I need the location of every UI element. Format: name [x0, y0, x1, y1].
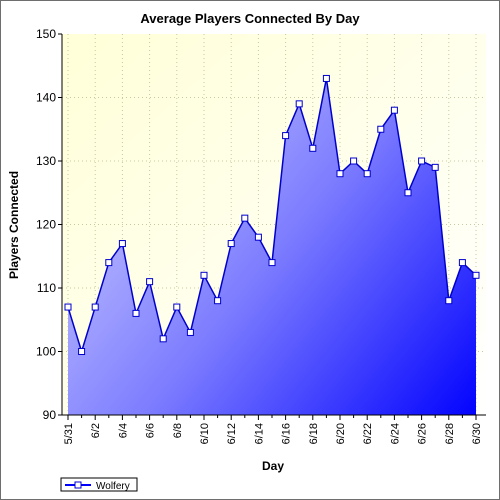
data-point-marker	[132, 309, 140, 317]
x-tick-label: 6/20	[335, 423, 347, 444]
data-point-marker	[336, 170, 344, 178]
x-axis-title: Day	[262, 459, 284, 473]
y-tick-label: 150	[36, 27, 56, 41]
x-tick-label: 6/30	[471, 423, 483, 444]
data-point-marker	[445, 297, 453, 305]
data-point-marker	[173, 303, 181, 311]
data-point-marker	[418, 157, 426, 165]
series-area-fill	[68, 78, 476, 415]
data-point-marker	[214, 297, 222, 305]
legend-label: Wolfery	[96, 481, 130, 492]
x-axis-ticks: 5/31 6/2 6/4 6/6 6/8 6/10 6/12 6/14 6/16 6/18 6/20…	[63, 415, 483, 444]
legend: Wolfery	[60, 477, 138, 492]
data-point-marker	[268, 259, 276, 267]
x-tick-label: 6/8	[172, 423, 184, 438]
x-tick-label: 6/10	[199, 423, 211, 444]
y-axis-title: Players Connected	[7, 171, 21, 279]
data-point-marker	[377, 125, 385, 133]
data-point-marker	[254, 233, 262, 241]
data-point-marker	[241, 214, 249, 222]
data-point-marker	[295, 100, 303, 108]
data-point-marker	[458, 259, 466, 267]
data-point-marker	[472, 271, 480, 279]
x-tick-label: 6/28	[444, 423, 456, 444]
x-tick-label: 6/12	[226, 423, 238, 444]
data-point-marker	[159, 335, 167, 343]
y-tick-label: 110	[37, 281, 56, 295]
data-point-marker	[350, 157, 358, 165]
x-tick-label: 6/22	[362, 423, 374, 444]
data-point-marker	[227, 240, 235, 248]
y-tick-label: 130	[36, 154, 56, 168]
x-tick-label: 6/16	[281, 423, 293, 444]
data-point-marker	[309, 144, 317, 152]
x-tick-label: 6/4	[117, 423, 129, 438]
data-point-marker	[390, 106, 398, 114]
data-point-marker	[186, 328, 194, 336]
data-point-marker	[78, 348, 86, 355]
legend-swatch-marker	[74, 481, 82, 489]
data-point-marker	[146, 278, 154, 286]
data-point-marker	[282, 132, 290, 140]
x-tick-label: 6/14	[253, 423, 265, 444]
series-area	[68, 78, 476, 415]
x-tick-label: 6/26	[417, 423, 429, 444]
y-tick-label: 120	[36, 218, 56, 232]
data-point-marker	[404, 189, 412, 197]
y-axis-ticks: 90 100 110 120 130 140 150	[36, 27, 62, 422]
data-point-marker	[363, 170, 371, 178]
x-tick-label: 5/31	[63, 423, 75, 444]
data-point-marker	[322, 74, 330, 82]
data-point-marker	[91, 303, 99, 311]
y-tick-label: 90	[43, 408, 57, 422]
x-tick-label: 6/24	[389, 423, 401, 444]
data-point-marker	[118, 240, 126, 248]
x-tick-label: 6/18	[308, 423, 320, 444]
y-tick-label: 100	[36, 345, 56, 359]
data-point-marker	[64, 303, 72, 311]
chart-title: Average Players Connected By Day	[140, 11, 360, 26]
data-point-marker	[105, 259, 113, 267]
y-tick-label: 140	[36, 91, 56, 105]
data-point-marker	[200, 271, 208, 279]
x-tick-label: 6/2	[90, 423, 102, 438]
data-point-marker	[431, 163, 439, 171]
series-markers	[64, 74, 480, 355]
x-tick-label: 6/6	[145, 423, 157, 438]
